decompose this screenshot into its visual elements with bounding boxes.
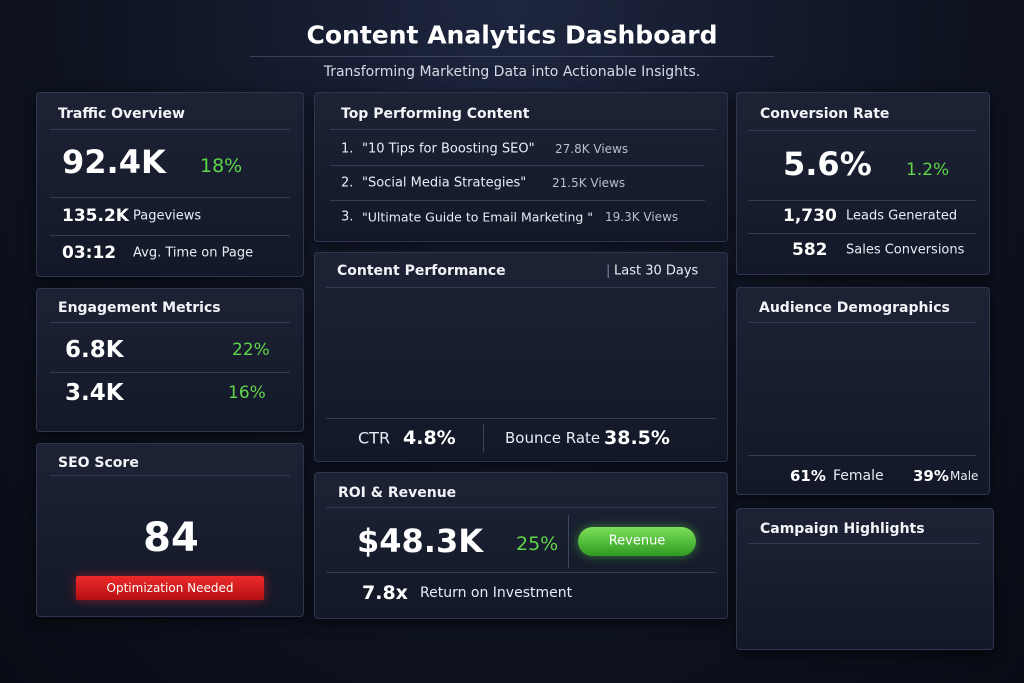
panel-title: Conversion Rate <box>760 106 890 122</box>
metric-label: Pageviews <box>133 208 202 224</box>
panel-title: Audience Demographics <box>759 300 950 316</box>
separator: | <box>606 263 611 279</box>
traffic-panel <box>36 92 304 277</box>
metric-label: Avg. Time on Page <box>133 245 254 261</box>
metric-label: Leads Generated <box>846 208 958 224</box>
divider <box>50 235 290 236</box>
roi-value: $48.3K <box>357 522 484 560</box>
panel-title: Content Performance <box>337 263 506 279</box>
panel-title: Engagement Metrics <box>58 300 221 316</box>
traffic-change: 18% <box>200 155 243 177</box>
metric-label: Sales Conversions <box>846 242 965 258</box>
stat-value: 4.8% <box>403 427 456 449</box>
page-title: Content Analytics Dashboard <box>306 20 718 50</box>
divider <box>748 322 976 323</box>
divider <box>748 130 976 131</box>
status-text: Optimization Needed <box>106 581 234 595</box>
divider <box>326 507 716 508</box>
stat-value: 38.5% <box>604 427 670 449</box>
roi-multiple: 7.8x <box>362 582 408 604</box>
top-content-panel <box>314 92 728 242</box>
engagement-change: 22% <box>232 340 270 360</box>
status-badge <box>76 576 264 600</box>
gender-label: Female <box>833 468 884 484</box>
page-subtitle: Transforming Marketing Data into Actiona… <box>323 64 701 80</box>
demographics-panel <box>736 287 990 495</box>
metric-value: 582 <box>792 240 828 260</box>
divider <box>50 129 290 130</box>
button-label[interactable]: Revenue <box>608 533 666 549</box>
roi-multiple-label: Return on Investment <box>420 585 573 601</box>
stat-label: Bounce Rate <box>505 429 601 447</box>
rank: 1. <box>341 141 354 157</box>
divider <box>330 165 705 166</box>
seo-score: 84 <box>143 515 199 561</box>
divider <box>50 197 290 198</box>
divider <box>330 200 705 201</box>
content-title: "Ultimate Guide to Email Marketing " <box>362 209 594 225</box>
rank: 2. <box>341 175 354 191</box>
divider <box>748 200 976 201</box>
content-views: 27.8K Views <box>555 142 629 156</box>
gender-label: Male <box>950 469 979 483</box>
gender-value: 61% <box>790 467 826 485</box>
content-title: "Social Media Strategies" <box>362 175 527 191</box>
metric-value: 1,730 <box>783 206 837 226</box>
divider <box>326 287 716 288</box>
revenue-button[interactable] <box>578 527 696 556</box>
content-views: 19.3K Views <box>605 210 679 224</box>
divider <box>50 475 290 476</box>
conversion-change: 1.2% <box>906 160 950 180</box>
roi-change: 25% <box>516 533 559 555</box>
engagement-value: 3.4K <box>65 380 124 406</box>
content-title: "10 Tips for Boosting SEO" <box>362 141 535 157</box>
rank: 3. <box>341 209 354 225</box>
panel-title: Traffic Overview <box>58 106 185 122</box>
metric-value: 03:12 <box>62 243 117 263</box>
panel-title: ROI & Revenue <box>338 485 457 501</box>
divider <box>748 543 980 544</box>
campaign-panel <box>736 508 994 650</box>
divider <box>568 515 569 568</box>
period: Last 30 Days <box>614 263 699 279</box>
divider <box>50 372 290 373</box>
divider <box>748 233 976 234</box>
stat-label: CTR <box>358 428 391 448</box>
divider <box>326 418 716 419</box>
conversion-value: 5.6% <box>783 145 872 183</box>
engagement-panel <box>36 288 304 432</box>
panel-title: Top Performing Content <box>341 106 530 122</box>
engagement-value: 6.8K <box>65 337 124 363</box>
content-views: 21.5K Views <box>552 176 626 190</box>
metric-value: 135.2K <box>62 206 129 226</box>
divider <box>250 56 774 57</box>
divider <box>326 572 716 573</box>
panel-title: Campaign Highlights <box>760 521 925 537</box>
divider <box>748 455 976 456</box>
gender-value: 39% <box>913 467 949 485</box>
conversion-panel <box>736 92 990 275</box>
divider <box>483 424 484 452</box>
panel-title: SEO Score <box>58 455 139 471</box>
traffic-value: 92.4K <box>62 143 166 181</box>
engagement-change: 16% <box>228 383 266 403</box>
divider <box>50 322 290 323</box>
divider <box>330 129 715 130</box>
